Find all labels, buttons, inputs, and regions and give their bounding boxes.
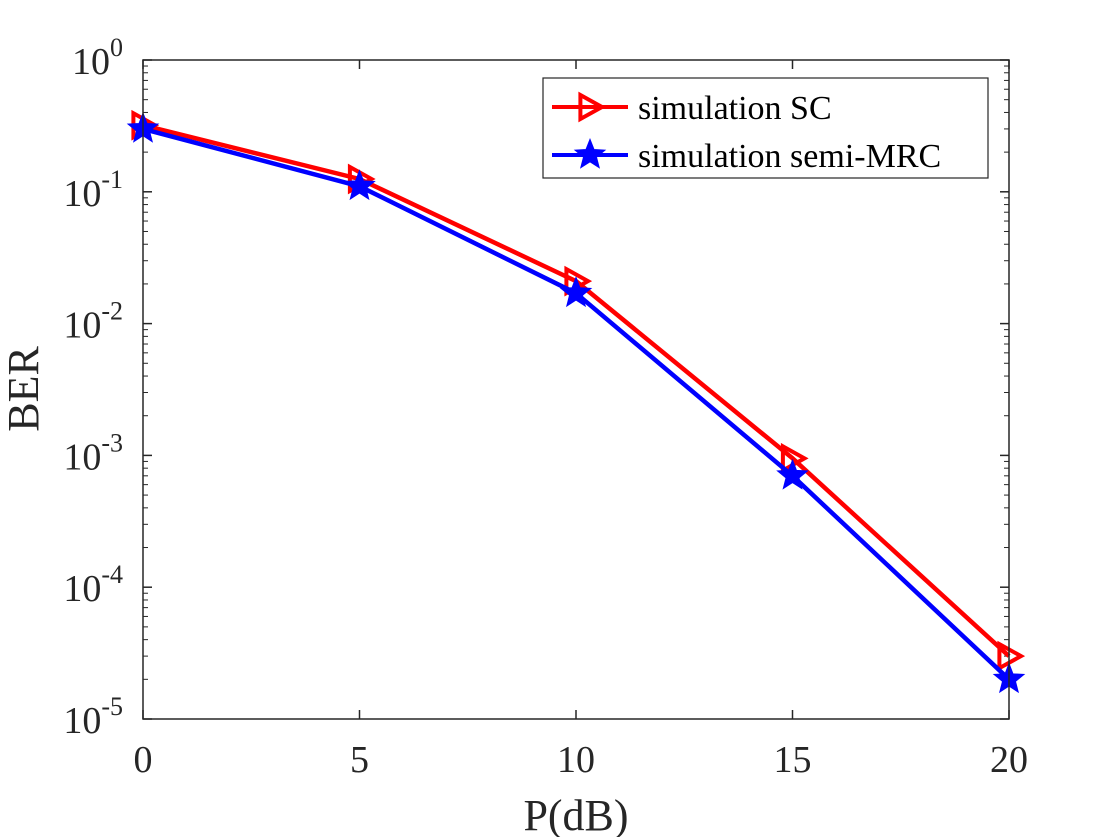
y-tick-exponent: -4 <box>101 560 123 589</box>
x-tick-label: 15 <box>774 739 812 781</box>
y-tick-base: 10 <box>63 436 101 478</box>
y-tick-label: 10-5 <box>63 692 123 742</box>
x-tick-label: 10 <box>557 739 595 781</box>
y-axis-label: BER <box>0 346 48 432</box>
legend-label-simulation-sc: simulation SC <box>638 90 832 127</box>
legend-marker-shape <box>578 91 607 123</box>
y-tick-base: 10 <box>63 173 101 215</box>
y-tick-base: 10 <box>63 700 101 742</box>
data-point-simulation-semi-mrc <box>343 169 376 201</box>
tick-marks <box>142 59 1010 720</box>
y-tick-label: 100 <box>72 33 123 83</box>
y-tick-exponent: 0 <box>110 33 123 62</box>
legend: simulation SC simulation semi-MRC <box>542 77 989 179</box>
axes-box <box>142 59 1010 720</box>
legend-marker-simulation-semi-mrc <box>573 137 607 169</box>
y-tick-label: 10-2 <box>63 297 123 347</box>
x-tick-labels: 0 5 10 15 20 <box>134 739 1029 781</box>
y-tick-exponent: -5 <box>101 692 123 721</box>
y-tick-base: 10 <box>72 41 110 83</box>
y-tick-exponent: -1 <box>101 165 123 194</box>
legend-marker-simulation-sc <box>578 91 607 123</box>
x-axis-label: P(dB) <box>523 791 628 837</box>
y-tick-label: 10-4 <box>63 560 123 610</box>
data-point-simulation-semi-mrc <box>776 458 809 490</box>
data-point-simulation-sc <box>997 640 1026 672</box>
legend-marker-shape <box>573 137 607 169</box>
y-tick-label: 10-3 <box>63 428 123 478</box>
x-tick-label: 20 <box>990 739 1028 781</box>
y-tick-label: 10-1 <box>63 165 123 215</box>
y-tick-base: 10 <box>63 568 101 610</box>
legend-label-simulation-semi-mrc: simulation semi-MRC <box>638 138 941 175</box>
legend-box <box>542 77 989 179</box>
y-tick-exponent: -2 <box>101 297 123 326</box>
series-layer <box>126 109 1026 694</box>
x-tick-label: 0 <box>134 739 153 781</box>
x-tick-label: 5 <box>350 739 369 781</box>
y-tick-base: 10 <box>63 305 101 347</box>
data-point-simulation-semi-mrc <box>559 276 593 308</box>
y-tick-exponent: -3 <box>101 428 123 457</box>
